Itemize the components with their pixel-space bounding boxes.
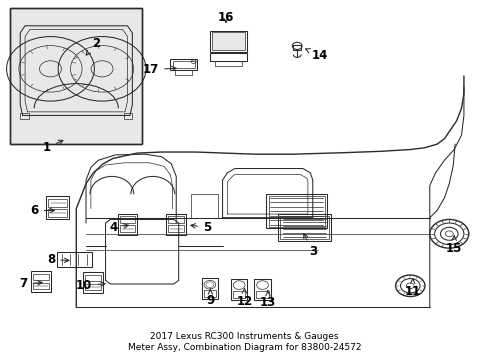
Bar xyxy=(168,225,183,232)
Bar xyxy=(230,279,247,300)
Bar xyxy=(33,274,49,280)
Bar xyxy=(190,194,217,218)
Bar xyxy=(48,209,67,217)
Text: 1: 1 xyxy=(43,140,63,154)
Bar xyxy=(120,216,135,223)
Bar xyxy=(123,113,132,119)
Bar xyxy=(266,194,327,228)
Text: 11: 11 xyxy=(404,279,420,298)
Bar xyxy=(48,199,67,207)
Bar xyxy=(256,291,268,298)
Bar xyxy=(210,31,246,51)
Bar xyxy=(82,272,103,293)
Bar xyxy=(201,278,218,299)
Bar xyxy=(84,284,101,290)
Text: 5: 5 xyxy=(190,221,211,234)
Text: 3: 3 xyxy=(303,234,316,258)
Bar xyxy=(166,214,185,234)
Bar xyxy=(120,225,135,232)
Text: 14: 14 xyxy=(305,49,327,62)
Bar xyxy=(254,279,270,300)
Text: 6: 6 xyxy=(30,204,54,217)
Text: 2: 2 xyxy=(86,37,100,55)
Bar xyxy=(168,216,183,223)
Bar xyxy=(203,290,216,297)
Bar xyxy=(10,8,142,144)
Bar xyxy=(268,196,325,226)
Text: 17: 17 xyxy=(142,63,176,76)
Bar xyxy=(210,53,246,60)
Text: 12: 12 xyxy=(236,289,252,309)
Bar xyxy=(293,45,301,50)
Text: 16: 16 xyxy=(217,11,234,24)
Bar xyxy=(172,60,194,68)
Bar xyxy=(118,214,137,234)
Bar xyxy=(46,197,69,220)
Bar xyxy=(212,32,244,50)
Text: 2017 Lexus RC300 Instruments & Gauges
Meter Assy, Combination Diagram for 83800-: 2017 Lexus RC300 Instruments & Gauges Me… xyxy=(127,332,361,352)
Text: 8: 8 xyxy=(47,253,69,266)
Bar xyxy=(20,113,29,119)
Bar xyxy=(170,59,197,69)
Bar xyxy=(57,252,92,267)
Text: 4: 4 xyxy=(109,221,128,234)
Text: 15: 15 xyxy=(445,236,462,255)
Bar xyxy=(280,216,328,239)
Text: 9: 9 xyxy=(206,289,214,307)
Bar xyxy=(33,283,49,289)
Bar xyxy=(84,275,101,282)
Bar xyxy=(31,271,51,292)
Text: 10: 10 xyxy=(76,279,105,292)
Text: 7: 7 xyxy=(20,278,42,291)
Bar xyxy=(277,214,330,241)
Bar xyxy=(10,8,142,144)
Text: 13: 13 xyxy=(259,291,275,309)
Bar xyxy=(232,291,245,298)
